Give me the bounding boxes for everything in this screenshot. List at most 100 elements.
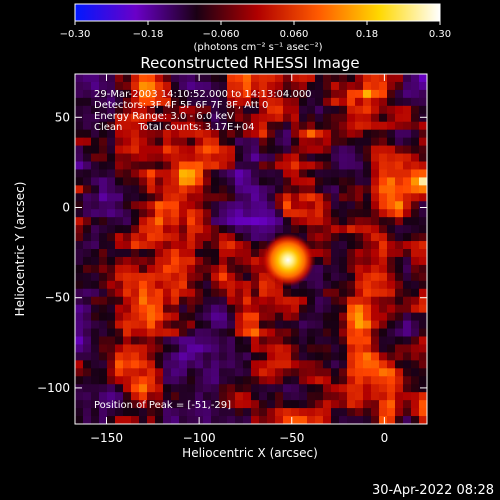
heatmap-cell	[203, 344, 212, 353]
heatmap-cell	[115, 177, 124, 186]
heatmap-cell	[299, 408, 308, 417]
heatmap-cell	[91, 169, 100, 178]
heatmap-cell	[115, 320, 124, 330]
heatmap-cell	[243, 376, 252, 385]
heatmap-cell	[379, 241, 388, 250]
heatmap-cell	[83, 217, 92, 226]
heatmap-cell	[347, 121, 356, 131]
heatmap-cell	[275, 288, 284, 298]
heatmap-cell	[307, 217, 316, 226]
heatmap-cell	[299, 312, 308, 322]
heatmap-cell	[419, 352, 427, 361]
heatmap-cell	[243, 344, 252, 353]
heatmap-cell	[395, 201, 404, 210]
heatmap-cell	[227, 304, 236, 314]
heatmap-cell	[203, 113, 212, 123]
heatmap-cell	[91, 304, 100, 314]
heatmap-cell	[147, 368, 156, 377]
heatmap-cell	[75, 320, 84, 330]
heatmap-cell	[363, 169, 372, 178]
heatmap-cell	[379, 97, 388, 107]
heatmap-cell	[307, 121, 316, 131]
heatmap-cell	[227, 129, 236, 139]
heatmap-cell	[339, 201, 348, 210]
heatmap-cell	[155, 241, 164, 250]
heatmap-cell	[91, 161, 100, 171]
heatmap-cell	[419, 304, 427, 314]
heatmap-cell	[115, 185, 124, 194]
heatmap-cell	[83, 249, 92, 258]
heatmap-cell	[139, 225, 148, 234]
heatmap-cell	[91, 352, 100, 361]
heatmap-cell	[419, 129, 427, 139]
heatmap-cell	[131, 113, 140, 123]
heatmap-cell	[235, 320, 244, 330]
heatmap-cell	[403, 408, 412, 417]
heatmap-cell	[219, 201, 228, 210]
heatmap-cell	[259, 209, 268, 218]
heatmap-cell	[203, 320, 212, 330]
heatmap-cell	[331, 280, 340, 290]
heatmap-cell	[219, 264, 228, 274]
heatmap-cell	[155, 81, 164, 91]
heatmap-cell	[299, 185, 308, 194]
heatmap-cell	[115, 105, 124, 115]
heatmap-cell	[131, 209, 140, 218]
heatmap-cell	[211, 392, 220, 401]
heatmap-cell	[83, 408, 92, 417]
heatmap-cell	[235, 360, 244, 369]
heatmap-cell	[267, 392, 276, 401]
heatmap-cell	[107, 352, 116, 361]
heatmap-cell	[75, 74, 84, 83]
heatmap-cell	[131, 233, 140, 242]
heatmap-cell	[155, 320, 164, 330]
heatmap-cell	[267, 161, 276, 171]
heatmap-cell	[171, 336, 180, 346]
heatmap-cell	[363, 264, 372, 274]
heatmap-cell	[107, 312, 116, 322]
heatmap-cell	[123, 336, 132, 346]
heatmap-cell	[235, 74, 244, 83]
heatmap-cell	[339, 249, 348, 258]
heatmap-cell	[155, 169, 164, 178]
heatmap-cell	[347, 241, 356, 250]
heatmap-cell	[267, 185, 276, 194]
heatmap-cell	[83, 169, 92, 178]
heatmap-cell	[115, 145, 124, 155]
heatmap-cell	[171, 177, 180, 186]
heatmap-cell	[75, 209, 84, 218]
heatmap-cell	[251, 304, 260, 314]
heatmap-cell	[195, 360, 204, 369]
heatmap-cell	[347, 153, 356, 163]
heatmap-cell	[339, 177, 348, 186]
heatmap-cell	[227, 89, 236, 99]
heatmap-cell	[347, 320, 356, 330]
heatmap-cell	[275, 408, 284, 417]
heatmap-cell	[99, 296, 108, 306]
heatmap-cell	[307, 233, 316, 242]
heatmap-cell	[339, 272, 348, 282]
heatmap-cell	[315, 288, 324, 298]
heatmap-cell	[339, 137, 348, 147]
heatmap-cell	[179, 408, 188, 417]
heatmap-cell	[395, 233, 404, 242]
heatmap-cell	[203, 368, 212, 377]
heatmap-cell	[243, 256, 252, 266]
heatmap-cell	[227, 105, 236, 115]
heatmap-cell	[299, 105, 308, 115]
heatmap-cell	[195, 272, 204, 282]
heatmap-cell	[251, 89, 260, 99]
heatmap-cell	[115, 360, 124, 369]
heatmap-cell	[155, 97, 164, 107]
heatmap-cell	[371, 368, 380, 377]
heatmap-cell	[203, 193, 212, 202]
heatmap-cell	[267, 113, 276, 123]
heatmap-cell	[187, 352, 196, 361]
heatmap-cell	[315, 264, 324, 274]
heatmap-cell	[139, 113, 148, 123]
heatmap-cell	[227, 81, 236, 91]
heatmap-cell	[187, 169, 196, 178]
heatmap-cell	[219, 408, 228, 417]
heatmap-cell	[331, 177, 340, 186]
heatmap-cell	[227, 97, 236, 107]
